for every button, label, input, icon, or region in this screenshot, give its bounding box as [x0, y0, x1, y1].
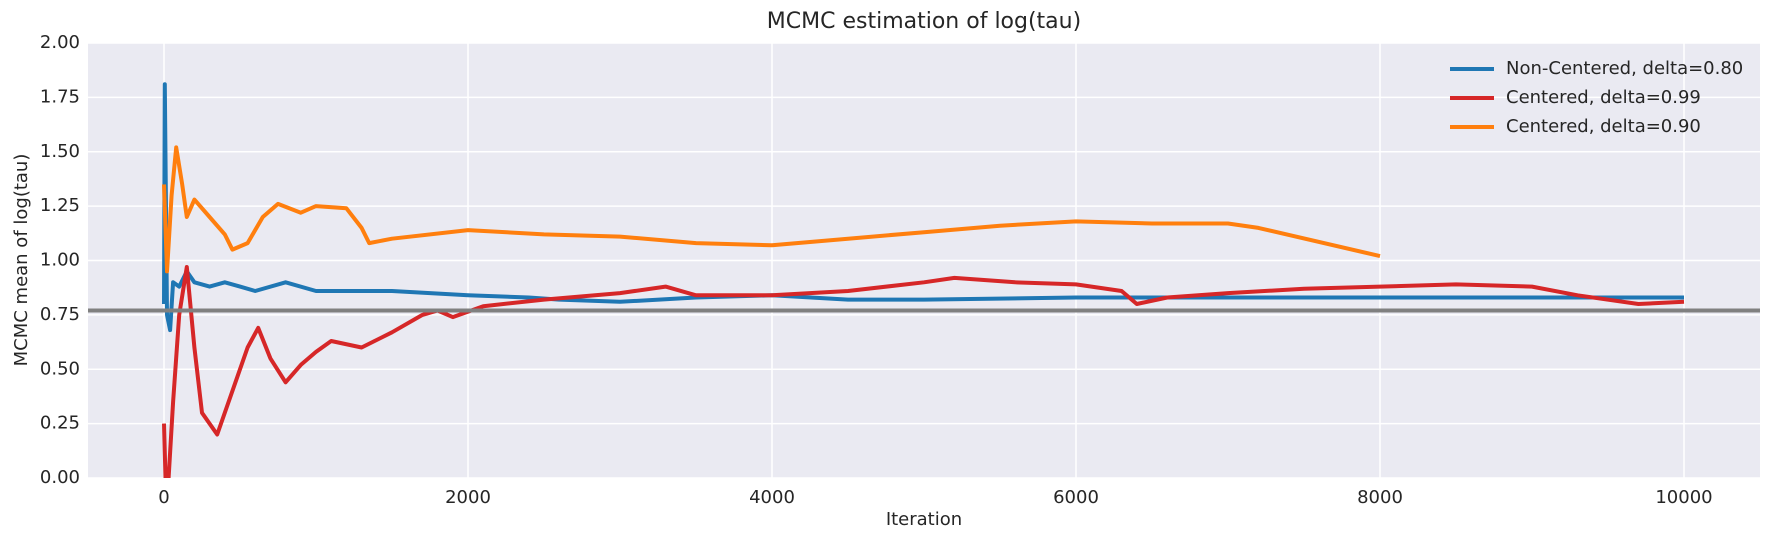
x-tick-label: 6000 — [1053, 487, 1099, 508]
x-tick-label: 10000 — [1655, 487, 1712, 508]
series-line — [162, 145, 1381, 274]
y-tick-label: 1.00 — [40, 250, 80, 271]
series-line — [162, 82, 1684, 333]
x-tick-label: 2000 — [445, 487, 491, 508]
legend-label: Non-Centered, delta=0.80 — [1506, 58, 1743, 79]
x-axis-label: Iteration — [886, 509, 962, 530]
y-tick-label: 1.25 — [40, 195, 80, 216]
y-tick-label: 0.00 — [40, 467, 80, 488]
y-tick-label: 0.75 — [40, 304, 80, 325]
chart-title: MCMC estimation of log(tau) — [767, 9, 1081, 34]
x-tick-label: 4000 — [749, 487, 795, 508]
y-tick-label: 0.50 — [40, 358, 80, 379]
x-tick-label: 0 — [158, 487, 169, 508]
legend-label: Centered, delta=0.90 — [1506, 116, 1701, 137]
y-tick-label: 0.25 — [40, 413, 80, 434]
legend-label: Centered, delta=0.99 — [1506, 87, 1701, 108]
y-tick-label: 1.75 — [40, 86, 80, 107]
x-tick-label: 8000 — [1357, 487, 1403, 508]
y-tick-label: 1.50 — [40, 141, 80, 162]
y-axis-label: MCMC mean of log(tau) — [11, 154, 32, 367]
y-tick-label: 2.00 — [40, 32, 80, 53]
